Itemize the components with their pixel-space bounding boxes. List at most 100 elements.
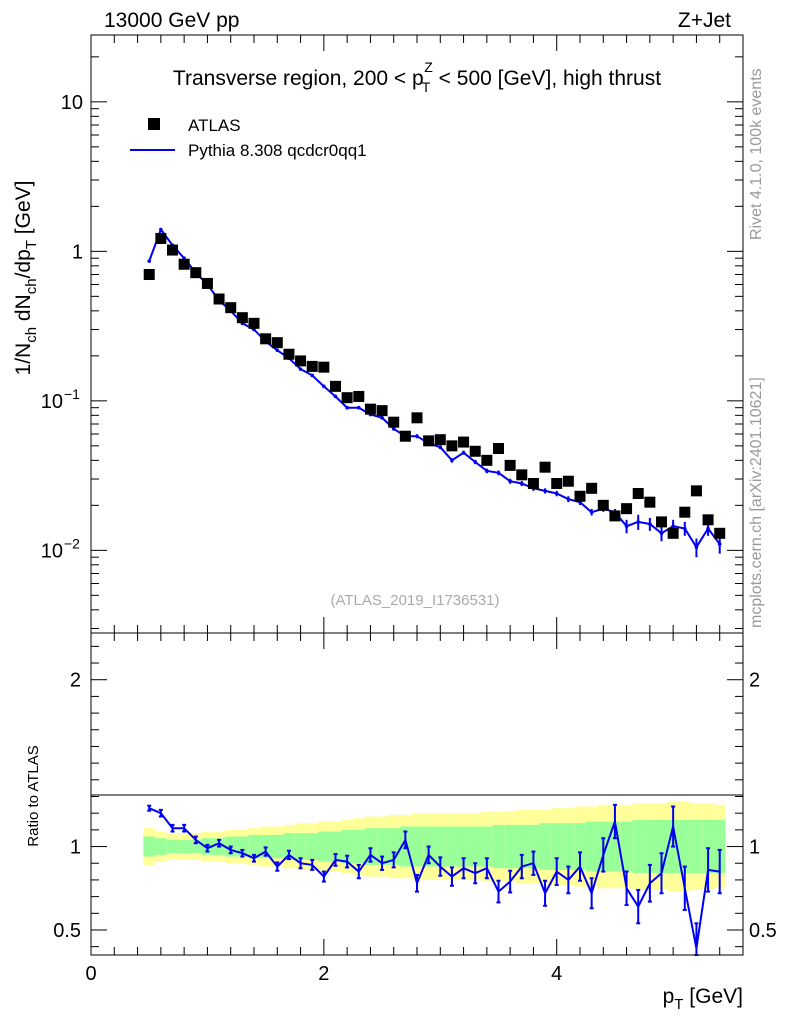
atlas-data-point (597, 499, 609, 511)
main-plot-title: Transverse region, 200 < pTZ < 500 [GeV]… (173, 59, 661, 95)
pythia-point (648, 522, 652, 526)
atlas-data-point (248, 317, 260, 329)
mcplots-side-label: mcplots.cern.ch [arXiv:2401.10621] (748, 377, 765, 628)
ratio-y-tick-label: 2 (70, 670, 81, 692)
ratio-band-green (434, 826, 447, 867)
legend-label-pythia: Pythia 8.308 qcdcr0qq1 (188, 141, 367, 160)
atlas-data-point (609, 510, 621, 522)
atlas-data-point (236, 312, 248, 324)
atlas-data-point (295, 355, 307, 367)
rivet-side-label: Rivet 4.1.0, 100k events (748, 68, 765, 240)
pythia-point (671, 524, 675, 529)
ratio-band-green (446, 826, 458, 867)
ratio-band-green (504, 824, 516, 869)
atlas-data-point (551, 478, 563, 489)
main-y-tick-label-exponent: −2 (64, 535, 80, 551)
pythia-point (415, 434, 419, 439)
atlas-data-point (586, 482, 598, 494)
pythia-point (717, 542, 722, 546)
atlas-data-point (155, 232, 167, 244)
atlas-data-point (271, 337, 283, 349)
pythia-point (682, 526, 687, 531)
atlas-data-point (690, 485, 702, 497)
pythia-point (298, 367, 303, 371)
atlas-data-point (516, 469, 528, 481)
ratio-band-green (411, 826, 423, 867)
ratio-band-green (364, 828, 377, 865)
ratio-band-green (492, 824, 505, 869)
header-left-label: 13000 GeV pp (104, 9, 239, 32)
atlas-data-point (178, 258, 190, 270)
main-plot-title-part: Transverse region, 200 < p (173, 67, 424, 90)
atlas-data-point (353, 390, 365, 402)
pythia-point (310, 373, 315, 378)
pythia-point (159, 227, 163, 232)
ratio-band-green (527, 824, 540, 869)
ratio-band-green (644, 819, 656, 874)
main-y-axis-label-part: dN (12, 294, 35, 327)
atlas-data-point (714, 527, 726, 539)
main-plot-title-part: < 500 [GeV], high thrust (433, 67, 661, 90)
atlas-data-point (225, 302, 237, 314)
pythia-point (461, 450, 466, 455)
ratio-band-green (283, 833, 295, 860)
pythia-point (496, 471, 501, 475)
pythia-point (333, 394, 338, 399)
atlas-data-point (644, 496, 656, 508)
main-y-axis-label-sub: T (23, 240, 40, 249)
ratio-plot-series (147, 803, 722, 956)
ratio-band-green (271, 834, 284, 859)
pythia-point (624, 524, 629, 529)
atlas-data-point (539, 461, 551, 473)
pythia-point (554, 491, 559, 496)
ratio-y-tick-label-right: 0.5 (749, 920, 777, 942)
main-plot-title-sub: T (422, 79, 431, 95)
ratio-band-green (655, 819, 668, 874)
ratio-band-green (236, 836, 249, 857)
atlas-data-point (562, 475, 574, 487)
pythia-point (473, 460, 478, 464)
ratio-band-green (550, 823, 563, 870)
ratio-band-green (515, 824, 528, 869)
ratio-band-green (294, 833, 307, 860)
ratio-band-green (632, 819, 645, 874)
ratio-band-green (166, 839, 179, 854)
ratio-series-line (148, 807, 720, 949)
x-axis-label-part: [GeV] (683, 985, 743, 1008)
atlas-data-point (399, 430, 411, 442)
atlas-data-point (527, 478, 539, 489)
atlas-data-point (434, 434, 446, 446)
atlas-data-point (632, 488, 644, 500)
header-right-label: Z+Jet (678, 9, 731, 32)
analysis-watermark: (ATLAS_2019_I1736531) (330, 592, 499, 609)
ratio-y-tick-label: 0.5 (53, 920, 81, 942)
ratio-band-green (713, 819, 726, 874)
x-tick-label: 4 (551, 963, 562, 985)
ratio-band-green (376, 828, 388, 865)
ratio-band-green (562, 823, 575, 870)
atlas-data-point (213, 293, 225, 305)
atlas-data-point (481, 454, 493, 466)
ratio-band-green (248, 834, 260, 859)
ratio-band-green (143, 836, 156, 857)
ratio-plot-panel: 2 21 10.5 0.50 2 4 Ratio to ATLAS pT [GeV] (25, 632, 777, 1013)
ratio-y-tick-label: 1 (70, 837, 81, 859)
main-y-tick-label: 10 (61, 92, 83, 114)
ratio-band-green (469, 826, 482, 867)
ratio-band-green (585, 821, 598, 872)
pythia-point (543, 489, 547, 493)
ratio-band-green (352, 829, 365, 864)
pythia-point (356, 405, 361, 410)
pythia-series-line (148, 227, 721, 550)
ratio-band-green (155, 838, 167, 855)
ratio-band-green (574, 823, 586, 870)
atlas-data-point (388, 416, 400, 428)
atlas-data-point (423, 435, 435, 447)
pythia-point (391, 427, 396, 431)
ratio-y-tick-label-right: 1 (749, 837, 760, 859)
atlas-data-point (376, 405, 388, 417)
pythia-point (438, 445, 443, 449)
atlas-data-point (283, 348, 295, 360)
pythia-point (345, 405, 349, 410)
